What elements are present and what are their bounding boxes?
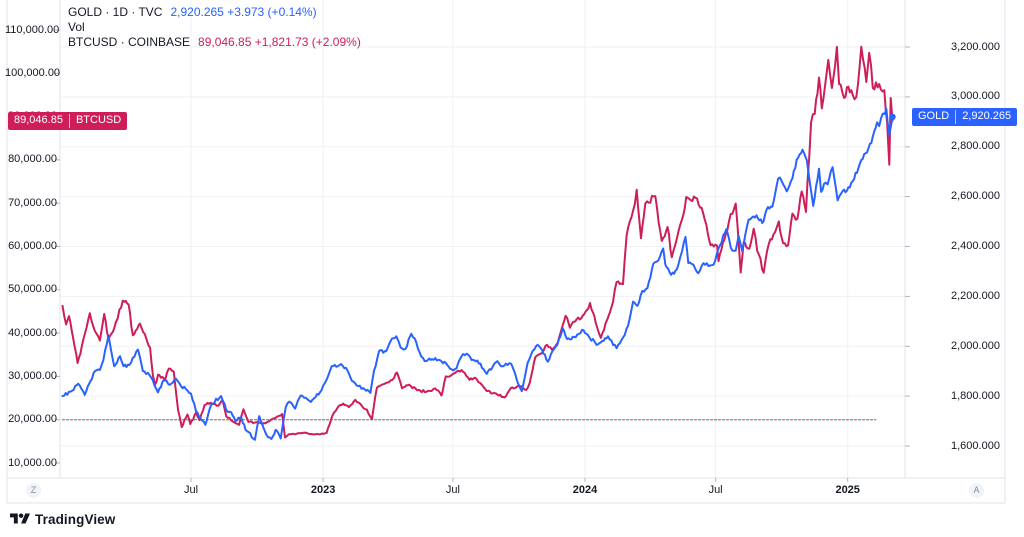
right-price-tick-label: 2,000.000: [951, 339, 1000, 352]
time-tick-label: 2024: [572, 484, 598, 496]
left-price-tick-label: 10,000.00: [8, 456, 57, 469]
right-price-tick-label: 3,000.000: [951, 90, 1000, 103]
left-price-tick-label: 50,000.00: [8, 283, 57, 296]
gold-line-series: [61, 108, 894, 441]
tradingview-logo-text: TradingView: [35, 511, 116, 527]
right-price-tick-label: 3,200.000: [951, 40, 1000, 53]
chart-legend: GOLD · 1D · TVC 2,920.265 +3.973 (+0.14%…: [68, 5, 361, 50]
btc-badge-symbol: BTCUSD: [75, 114, 122, 127]
left-price-tick-label: 110,000.00: [5, 23, 60, 36]
right-price-tick-label: 2,800.000: [951, 140, 1000, 153]
right-price-tick-label: 2,200.000: [951, 289, 1000, 302]
time-tick-label: Jul: [708, 484, 723, 496]
auto-scale-button[interactable]: A: [969, 483, 984, 498]
left-price-tick-label: 30,000.00: [8, 369, 57, 382]
volume-indicator-title: Vol: [68, 20, 85, 34]
right-price-tick-label: 2,600.000: [951, 190, 1000, 203]
tradingview-logo-icon: [10, 513, 30, 524]
left-price-tick-label: 80,000.00: [8, 153, 57, 166]
left-price-tick-label: 20,000.00: [8, 413, 57, 426]
gold-last-price-badge: GOLD 2,920.265: [912, 107, 1018, 126]
time-tick-label: Jul: [183, 484, 199, 496]
timezone-button[interactable]: Z: [26, 483, 41, 498]
badge-divider: [955, 109, 957, 124]
gold-badge-symbol: GOLD: [918, 110, 950, 123]
right-price-tick-label: 2,400.000: [951, 240, 1000, 252]
gold-last-point-marker: [889, 113, 896, 121]
left-price-tick-label: 70,000.00: [8, 196, 57, 209]
legend-row-gold[interactable]: GOLD · 1D · TVC 2,920.265 +3.973 (+0.14%…: [68, 5, 361, 20]
legend-row-btcusd[interactable]: BTCUSD · COINBASE 89,046.85 +1,821.73 (+…: [68, 35, 361, 50]
time-tick-label: Jul: [445, 484, 460, 496]
btc-last-values: 89,046.85 +1,821.73 (+2.09%): [198, 35, 361, 49]
gold-symbol-title: GOLD · 1D · TVC: [68, 5, 163, 19]
time-tick-label: 2023: [310, 484, 336, 496]
left-price-tick-label: 60,000.00: [8, 240, 57, 252]
btcusd-line-series: [61, 45, 894, 439]
gold-last-values: 2,920.265 +3.973 (+0.14%): [170, 5, 317, 19]
gold-last-price: 2,920.265: [962, 110, 1012, 123]
tradingview-logo[interactable]: TradingView: [10, 511, 115, 527]
left-price-tick-label: 40,000.00: [8, 326, 57, 339]
right-price-tick-label: 1,600.000: [951, 439, 1000, 452]
legend-row-volume[interactable]: Vol: [68, 20, 361, 35]
badge-divider: [68, 113, 70, 128]
btc-last-price: 89,046.85: [14, 114, 63, 127]
right-price-tick-label: 1,800.000: [951, 389, 1000, 402]
left-price-tick-label: 100,000.00: [5, 66, 61, 79]
btc-last-price-badge: 89,046.85 BTCUSD: [8, 111, 128, 130]
time-tick-label: 2025: [835, 484, 860, 496]
btc-symbol-title: BTCUSD · COINBASE: [68, 35, 191, 49]
